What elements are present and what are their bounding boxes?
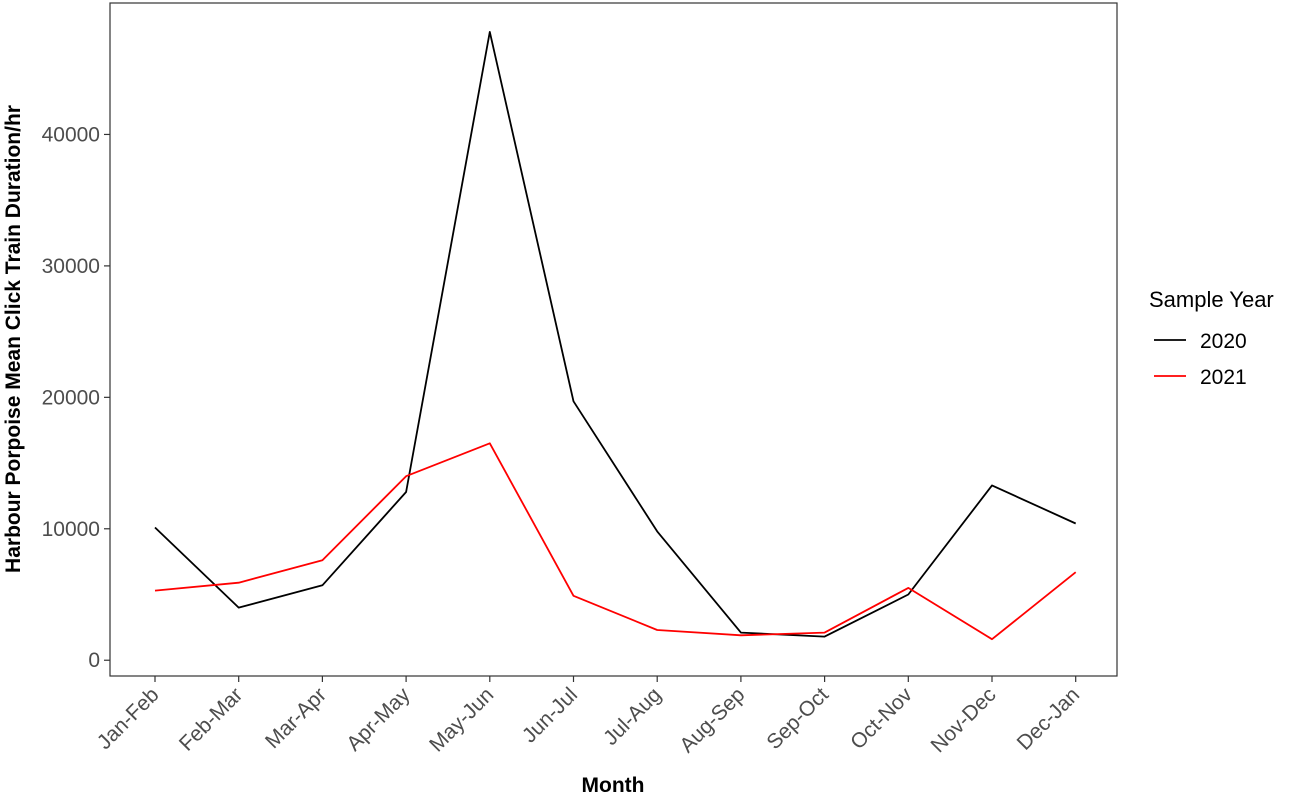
y-tick-label: 20000	[42, 386, 100, 409]
series-lines	[154, 30, 1077, 641]
legend: Sample Year 2020 2021	[1149, 287, 1274, 389]
x-tick-label: Jul-Aug	[599, 683, 666, 750]
y-tick-label: 0	[88, 649, 100, 672]
x-axis: Jan-Feb Feb-Mar Mar-Apr Apr-May May-Jun Jun-J…	[93, 676, 1084, 757]
y-axis-title: Harbour Porpoise Mean Click Train Durati…	[2, 105, 25, 573]
x-tick-label: Sep-Oct	[762, 683, 833, 754]
x-tick-label: Nov-Dec	[927, 683, 1001, 757]
x-tick-label: Apr-May	[342, 683, 415, 756]
x-tick-label: Mar-Apr	[261, 683, 331, 753]
x-tick-label: May-Jun	[425, 683, 498, 756]
y-tick-label: 40000	[42, 123, 100, 146]
series-line-2021	[154, 442, 1077, 641]
x-tick-label: Oct-Nov	[846, 683, 917, 754]
legend-title: Sample Year	[1149, 287, 1274, 312]
series-line-2020	[154, 30, 1077, 638]
x-axis-title: Month	[582, 774, 645, 797]
y-tick-label: 10000	[42, 518, 100, 541]
y-tick-label: 30000	[42, 255, 100, 278]
x-tick-label: Feb-Mar	[175, 683, 247, 755]
legend-label-2021: 2021	[1200, 366, 1247, 389]
x-tick-label: Dec-Jan	[1013, 683, 1085, 755]
y-axis: 0 10000 20000 30000 40000	[42, 123, 110, 672]
x-tick-label: Jan-Feb	[93, 683, 164, 754]
x-tick-label: Aug-Sep	[675, 683, 749, 757]
panel-border	[109, 2, 1118, 677]
x-tick-label: Jun-Jul	[518, 683, 582, 747]
legend-label-2020: 2020	[1200, 330, 1247, 353]
legend-items: 2020 2021	[1154, 330, 1247, 389]
